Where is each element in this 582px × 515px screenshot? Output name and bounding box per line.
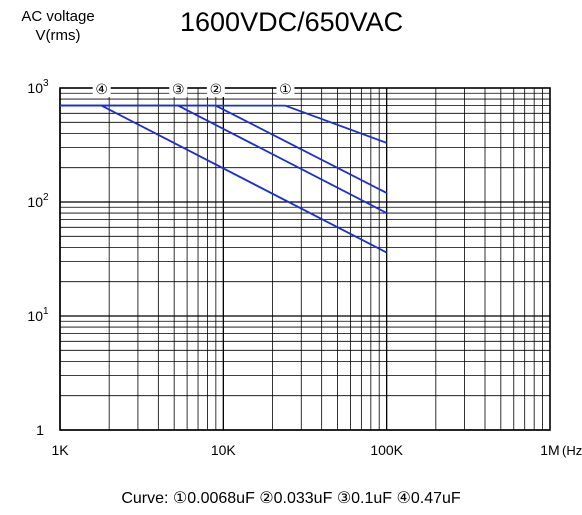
x-tick-label-2: 10K xyxy=(211,442,237,458)
y-tick-label-1: 1 xyxy=(36,422,44,438)
y-axis-label: AC voltage V(rms) xyxy=(8,7,108,45)
y-axis-label-line-2: V(rms) xyxy=(35,27,81,44)
caption-item-1: ①0.0068uF xyxy=(172,490,255,507)
caption-prefix: Curve: xyxy=(121,490,169,507)
y-tick-exponent: 2 xyxy=(43,192,49,203)
curve-marker-bg-1 xyxy=(276,81,295,97)
caption-item-2: ②0.033uF xyxy=(259,490,333,507)
y-tick-label-4: 103 xyxy=(27,78,49,96)
y-tick-base: 1 xyxy=(36,422,44,438)
curve-marker-bg-2 xyxy=(206,81,225,97)
curve-marker-bg-4 xyxy=(92,81,111,97)
y-tick-base: 10 xyxy=(27,80,43,96)
y-axis-label-line-1: AC voltage xyxy=(21,8,95,25)
caption-item-4: ④0.47uF xyxy=(396,490,461,507)
curve-marker-1: ① xyxy=(279,82,292,98)
plot-frame xyxy=(59,87,551,431)
curve-marker-bg-3 xyxy=(169,81,188,97)
chart-title: 1600VDC/650VAC xyxy=(180,7,404,37)
y-tick-base: 10 xyxy=(27,308,43,324)
x-tick-label-3: 100K xyxy=(370,442,403,458)
curve-marker-4: ④ xyxy=(95,82,108,98)
y-tick-exponent: 1 xyxy=(43,306,49,317)
caption-item-3: ③0.1uF xyxy=(336,490,393,507)
y-tick-base: 10 xyxy=(27,194,43,210)
curve-caption: Curve: ①0.0068uF ②0.033uF ③0.1uF ④0.47uF xyxy=(0,488,582,508)
curve-marker-3: ③ xyxy=(172,82,185,98)
y-tick-label-3: 102 xyxy=(27,192,49,210)
y-tick-exponent: 3 xyxy=(43,78,49,89)
x-tick-label-4: 1M xyxy=(540,442,559,458)
x-unit-label: (Hz) xyxy=(562,443,582,458)
x-tick-label-1: 1K xyxy=(51,442,69,458)
y-tick-label-2: 101 xyxy=(27,306,49,324)
series-line-4 xyxy=(60,104,388,254)
curve-marker-2: ② xyxy=(210,82,223,98)
